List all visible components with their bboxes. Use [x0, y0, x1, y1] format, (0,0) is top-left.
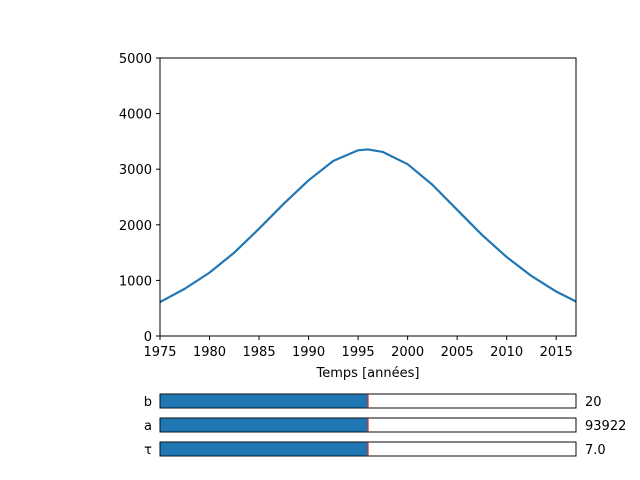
slider-panel: b 20 a 93922 τ 7.0 [144, 393, 626, 458]
x-tick-label: 2015 [540, 345, 573, 360]
x-tick-label: 2005 [441, 345, 474, 360]
slider-value: 7.0 [585, 443, 606, 458]
x-tick-label: 2000 [391, 345, 424, 360]
y-tick-label: 1000 [119, 274, 152, 289]
slider-tau[interactable]: τ 7.0 [144, 441, 606, 458]
slider-fill [160, 418, 368, 432]
slider-value: 20 [585, 395, 602, 410]
x-tick-label: 1995 [342, 345, 375, 360]
axes-frame [159, 57, 577, 337]
x-tick-label: 2010 [490, 345, 523, 360]
slider-b[interactable]: b 20 [144, 393, 602, 410]
slider-label: a [144, 419, 152, 434]
slider-a[interactable]: a 93922 [144, 417, 626, 434]
y-tick-label: 0 [144, 330, 152, 345]
y-tick-label: 3000 [119, 163, 152, 178]
x-tick-label: 1985 [243, 345, 276, 360]
slider-label: b [144, 395, 152, 410]
y-tick-label: 4000 [119, 108, 152, 123]
y-tick-label: 2000 [119, 219, 152, 234]
slider-fill [160, 442, 368, 456]
slider-fill [160, 394, 368, 408]
x-axis-label: Temps [années] [316, 366, 420, 381]
x-tick-label: 1975 [143, 345, 176, 360]
y-tick-label: 5000 [119, 52, 152, 67]
x-tick-label: 1980 [193, 345, 226, 360]
x-tick-label: 1990 [292, 345, 325, 360]
plot-area: 1975 1980 1985 1990 1995 2000 2005 2010 2015 0 100… [119, 52, 577, 381]
series-line-0 [160, 148, 576, 304]
slider-value: 93922 [585, 419, 626, 434]
slider-label: τ [144, 443, 152, 458]
